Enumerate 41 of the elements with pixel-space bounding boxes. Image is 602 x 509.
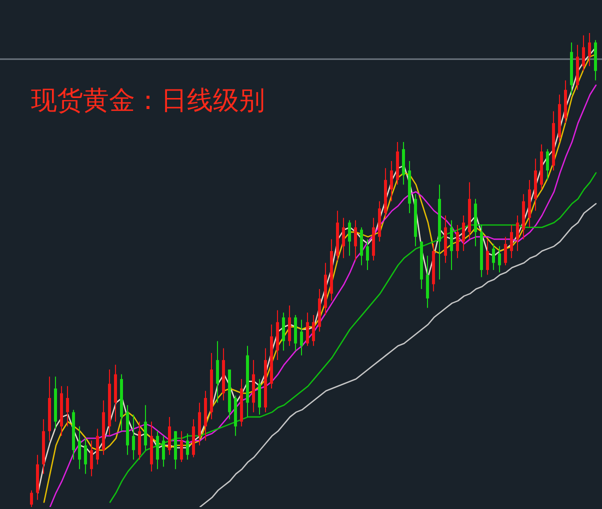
- candlestick: [546, 148, 549, 180]
- candlestick: [366, 238, 369, 270]
- candlestick: [180, 430, 183, 462]
- candlestick: [168, 416, 171, 456]
- candlestick: [198, 402, 201, 446]
- candlestick: [216, 340, 219, 404]
- candlestick: [516, 214, 519, 252]
- text: 现货黄金：日线级别: [31, 86, 265, 116]
- candlestick: [342, 217, 345, 259]
- candlestick: [162, 435, 165, 468]
- candlestick: [462, 214, 465, 252]
- candlestick: [504, 236, 507, 266]
- candlestick: [312, 314, 315, 346]
- candlestick: [30, 490, 33, 507]
- candlestick: [258, 378, 261, 416]
- candlestick: [426, 255, 429, 308]
- candlestick: [588, 33, 591, 67]
- candlestick: [348, 220, 351, 256]
- candlestick: [84, 438, 87, 474]
- candlestick: [288, 305, 291, 346]
- candlestick: [66, 386, 69, 427]
- candlestick: [78, 426, 81, 470]
- candlestick: [492, 243, 495, 270]
- candlestick: [486, 238, 489, 276]
- candlestick: [156, 430, 159, 470]
- candlestick: [354, 220, 357, 262]
- candlestick: [144, 404, 147, 451]
- candlestick: [138, 421, 141, 460]
- candlestick: [186, 433, 189, 460]
- candlestick: [90, 440, 93, 477]
- candlestick: [96, 428, 99, 465]
- candlestick: [456, 224, 459, 259]
- candlestick: [300, 319, 303, 356]
- candlestick: [510, 224, 513, 259]
- candlestick: [132, 414, 135, 460]
- candlestick: [282, 312, 285, 352]
- candlestick: [498, 246, 501, 273]
- candlestick: [450, 220, 453, 270]
- candlestick: [390, 160, 393, 202]
- candlestick: [306, 312, 309, 346]
- candlestick: [582, 34, 585, 72]
